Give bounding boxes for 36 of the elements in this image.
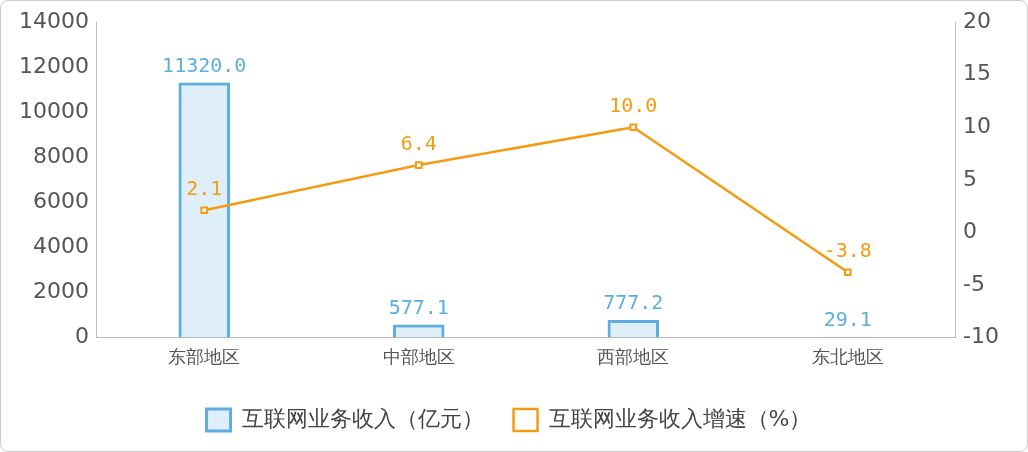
data-label: 2.1	[186, 176, 223, 201]
x-tick-label: 西部地区	[597, 345, 670, 367]
bar	[393, 324, 445, 338]
data-label: 11320.0	[162, 52, 247, 77]
y2-tick-label: 20	[963, 7, 992, 33]
data-label: 10.0	[609, 93, 658, 118]
y-tick-label: 2000	[32, 278, 89, 304]
data-label: 6.4	[400, 131, 437, 156]
y2-tick-label: -5	[963, 270, 985, 296]
y2-tick-label: 10	[963, 112, 992, 138]
y-tick-label: 4000	[32, 233, 89, 259]
y2-tick-label: 5	[963, 165, 978, 191]
y2-tick-label: 0	[963, 218, 978, 244]
bar	[607, 319, 660, 338]
point	[629, 123, 638, 132]
x-tick-label: 东北地区	[811, 345, 884, 367]
x-tick-label: 中部地区	[382, 345, 455, 367]
y-tick-label: 8000	[32, 143, 89, 168]
x-tick-label: 东部地区	[168, 345, 241, 367]
y-tick-label: 12000	[18, 52, 89, 78]
data-label: -3.8	[823, 238, 872, 263]
y-tick-label: 0	[74, 323, 89, 349]
y-tick-label: 6000	[32, 188, 89, 214]
legend-label: 互联网业务收入（亿元）	[241, 405, 484, 431]
y2-tick-label: 15	[963, 60, 992, 86]
legend-label: 互联网业务收入增速（%）	[548, 405, 812, 431]
bar	[178, 82, 230, 338]
data-label: 777.2	[603, 290, 664, 315]
y-tick-label: 10000	[18, 97, 89, 123]
point	[414, 161, 423, 169]
data-label: 577.1	[388, 294, 449, 319]
data-label: 29.1	[823, 306, 872, 331]
y-tick-label: 14000	[18, 7, 89, 33]
point	[843, 268, 852, 277]
y2-tick-label: -10	[963, 323, 999, 349]
point	[200, 206, 209, 215]
